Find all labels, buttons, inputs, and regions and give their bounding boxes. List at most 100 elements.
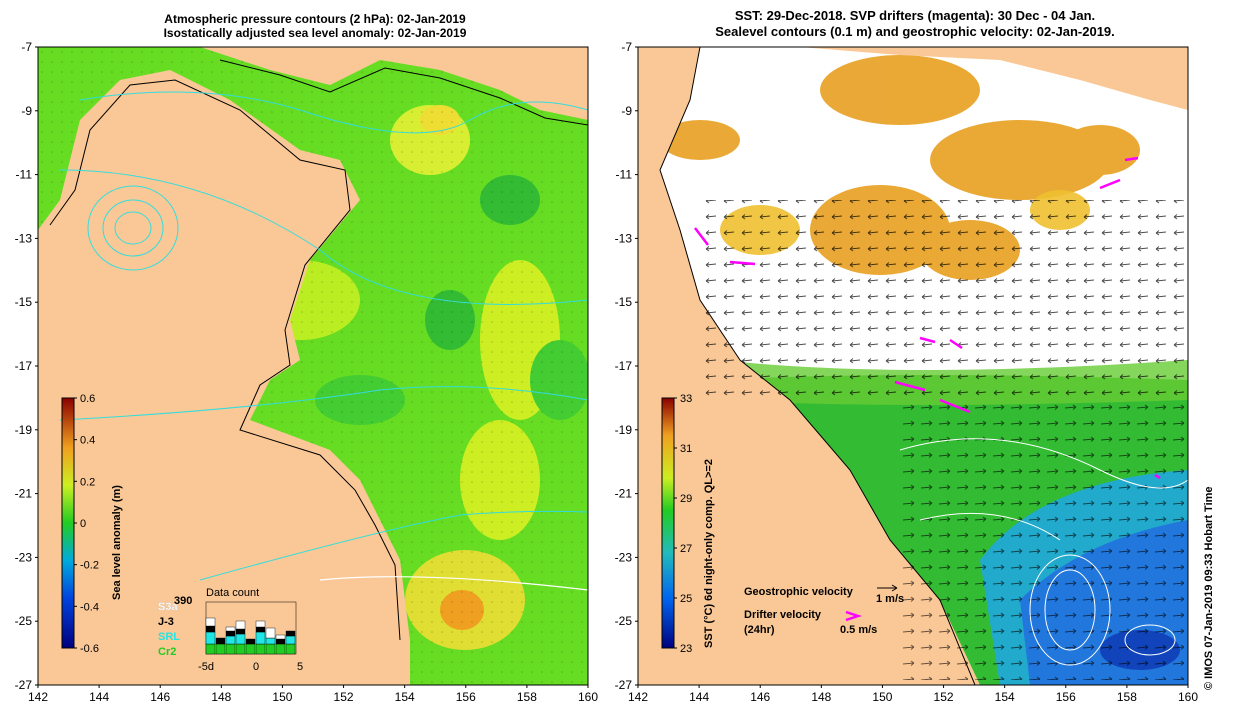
- land-mass: [38, 70, 410, 685]
- drifter-scale-arrow: [845, 610, 862, 622]
- lon-tick-label: 146: [750, 690, 770, 704]
- lon-tick-label: 142: [28, 690, 48, 704]
- colorbar-tick-label: 29: [680, 493, 692, 505]
- satellite-legend-item: SRL: [158, 631, 180, 643]
- lon-tick-label: 146: [150, 690, 170, 704]
- geostrophic-velocity-field: [700, 200, 1188, 400]
- colorbar-tick-label: 23: [680, 643, 692, 655]
- lat-tick-label: -7: [21, 40, 32, 54]
- left-title-line2: Isostatically adjusted sea level anomaly…: [163, 26, 467, 40]
- data-count-bar: [225, 626, 236, 632]
- geostrophic-velocity-field: [900, 400, 1188, 680]
- lat-tick-label: -27: [615, 678, 633, 692]
- svp-drifter-tracks: [694, 156, 1161, 480]
- lat-tick-label: -11: [616, 168, 633, 182]
- sst-colorbar: [661, 397, 675, 649]
- lat-tick-label: -25: [615, 614, 633, 628]
- lat-tick-label: -21: [15, 487, 33, 501]
- data-count-axis-label: -5d: [198, 661, 214, 673]
- lat-tick-label: -19: [615, 423, 633, 437]
- colorbar-tick-label: 0.2: [80, 476, 95, 488]
- geo-velocity-label: Geostrophic velocity: [744, 586, 854, 598]
- lat-tick-label: -9: [621, 104, 632, 118]
- lat-tick-label: -21: [615, 487, 633, 501]
- satellite-legend-item: S3a: [158, 601, 178, 613]
- satellite-legend-item: Cr2: [158, 646, 176, 658]
- papua-land: [200, 47, 588, 120]
- data-count-bar: [225, 630, 236, 637]
- lon-tick-label: 150: [872, 690, 892, 704]
- lon-tick-label: 160: [1178, 690, 1198, 704]
- data-count-bar: [285, 643, 296, 655]
- lon-tick-label: 156: [1056, 690, 1076, 704]
- ssla-colorbar: [61, 397, 75, 649]
- land-mass: [638, 47, 980, 685]
- lon-tick-label: 158: [517, 690, 537, 704]
- lon-tick-label: 152: [334, 690, 354, 704]
- coastline: [49, 79, 401, 641]
- lat-tick-label: -25: [15, 614, 33, 628]
- sst-colorbar-label: SST (°C) 6d night-only comp. QL>=2: [703, 459, 715, 648]
- lat-tick-label: -7: [621, 40, 632, 54]
- papua-coastline: [219, 59, 588, 126]
- data-count-axis-label: 5: [297, 661, 303, 673]
- lon-tick-label: 148: [811, 690, 831, 704]
- data-count-bar: [205, 617, 216, 627]
- lon-tick-label: 156: [456, 690, 476, 704]
- data-count-bar: [255, 643, 266, 655]
- lat-tick-label: -15: [615, 295, 633, 309]
- papua-land: [800, 47, 1188, 110]
- colorbar-tick-label: 0.4: [80, 435, 95, 447]
- lat-tick-label: -17: [15, 359, 33, 373]
- geo-velocity-scale-arrow: [877, 584, 898, 592]
- data-count-bars: [205, 601, 297, 655]
- colorbar-tick-label: 31: [680, 443, 692, 455]
- lat-tick-label: -11: [16, 168, 33, 182]
- colorbar-tick-label: -0.6: [80, 643, 99, 655]
- lon-tick-label: 154: [995, 690, 1015, 704]
- data-count-bar: [235, 628, 246, 635]
- drifter-label: Drifter velocity: [744, 609, 822, 621]
- lat-tick-label: -15: [15, 295, 33, 309]
- satellite-legend: S3a J-3 SRL Cr2: [158, 601, 180, 658]
- lat-tick-label: -23: [615, 550, 633, 564]
- data-count-bar: [215, 637, 226, 645]
- data-count-bar: [275, 634, 286, 640]
- data-count-bar: [235, 633, 246, 645]
- data-count-bar: [265, 643, 276, 655]
- data-count-axis: -5d 0 5: [198, 661, 303, 673]
- geo-velocity-scale: 1 m/s: [876, 593, 904, 605]
- lat-tick-label: -17: [615, 359, 633, 373]
- right-title-line1: SST: 29-Dec-2018. SVP drifters (magenta)…: [734, 8, 1096, 23]
- white-contour: [319, 576, 588, 591]
- lat-tick-label: -13: [615, 231, 633, 245]
- data-count-bar: [265, 627, 276, 639]
- ssla-colorbar-ticks: 0.6 0.4 0.2 0 -0.2 -0.4 -0.6: [74, 393, 99, 655]
- left-map-title: Atmospheric pressure contours (2 hPa): 0…: [40, 12, 590, 40]
- colorbar-tick-label: 25: [680, 593, 692, 605]
- lon-tick-label: 152: [934, 690, 954, 704]
- ssla-colorbar-label: Sea level anomaly (m): [111, 485, 123, 600]
- data-count-bar: [205, 625, 216, 633]
- side-credit: © IMOS 07-Jan-2019 09:33 Hobart Time: [1203, 486, 1215, 690]
- lat-tick-label: -19: [15, 423, 33, 437]
- lon-tick-label: 144: [689, 690, 709, 704]
- data-count-bar: [225, 635, 236, 645]
- left-title-line1: Atmospheric pressure contours (2 hPa): 0…: [164, 12, 466, 26]
- lon-tick-label: 150: [272, 690, 292, 704]
- coastline: [659, 47, 976, 685]
- data-count-bar: [215, 643, 226, 655]
- data-count-bar: [255, 631, 266, 645]
- right-map-title: SST: 29-Dec-2018. SVP drifters (magenta)…: [640, 8, 1190, 40]
- drifter-label-period: (24hr): [744, 624, 775, 636]
- data-count-bar: [265, 637, 276, 645]
- lon-tick-label: 154: [395, 690, 415, 704]
- left-map: [38, 47, 588, 685]
- colorbar-tick-label: 0.6: [80, 393, 95, 405]
- data-count-number: 390: [174, 595, 192, 607]
- lat-tick-label: -13: [15, 231, 33, 245]
- lon-tick-label: 142: [628, 690, 648, 704]
- right-title-line2: Sealevel contours (0.1 m) and geostrophi…: [715, 24, 1115, 39]
